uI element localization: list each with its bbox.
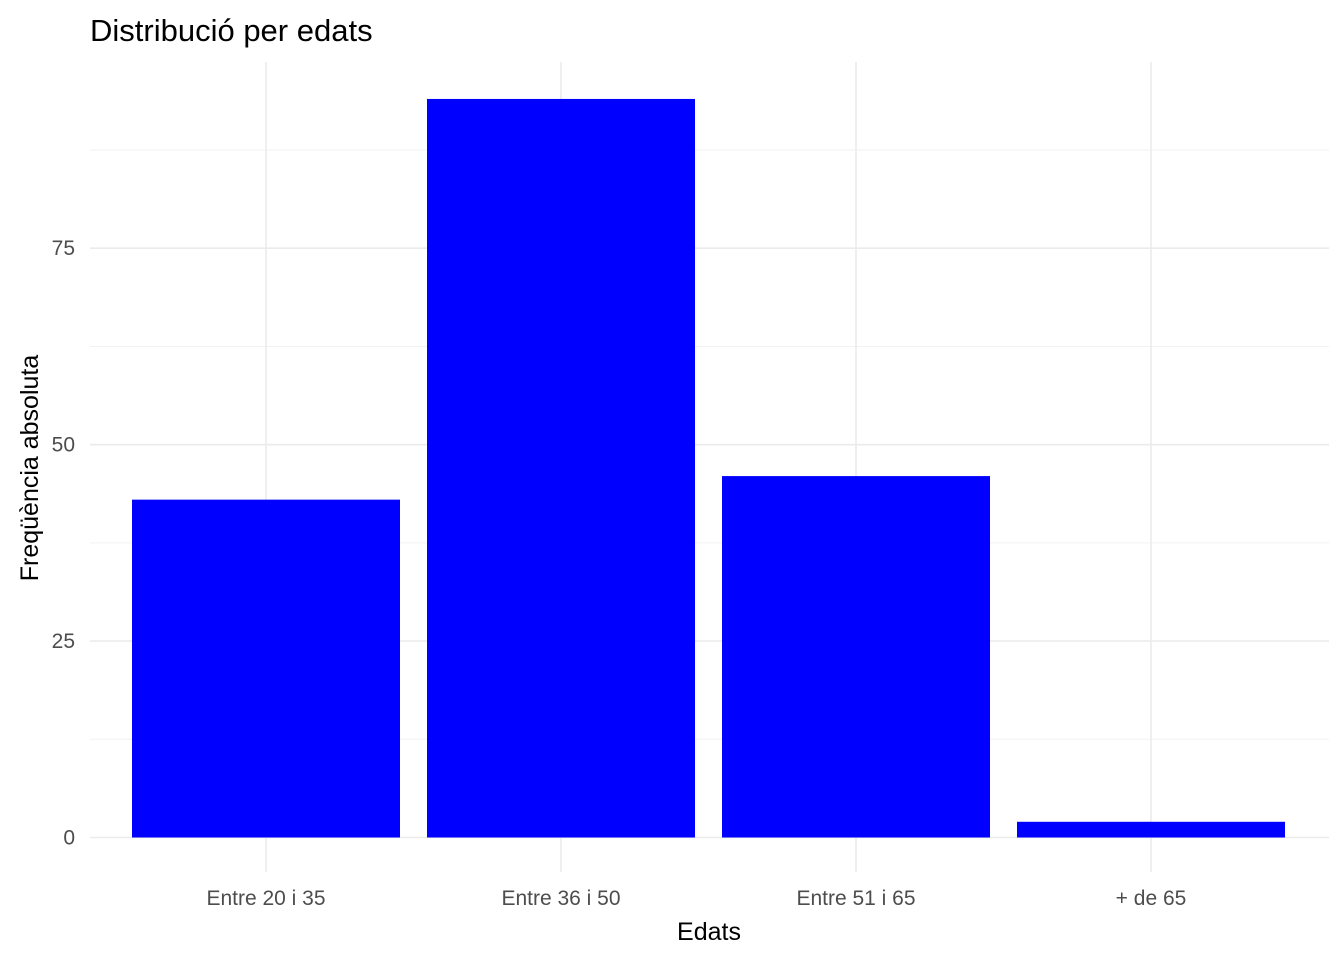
x-tick-label: Entre 20 i 35 <box>206 887 325 910</box>
bar <box>427 98 695 838</box>
y-tick-label: 25 <box>52 630 75 653</box>
x-tick-label: Entre 51 i 65 <box>796 887 915 910</box>
bar <box>132 499 400 838</box>
x-tick-label: Entre 36 i 50 <box>501 887 620 910</box>
y-tick-label: 75 <box>52 237 75 260</box>
x-axis-title: Edats <box>677 918 741 946</box>
chart-title: Distribució per edats <box>90 13 373 48</box>
bars <box>132 98 1285 838</box>
bar <box>1017 821 1285 838</box>
bar <box>722 476 990 838</box>
x-tick-label: + de 65 <box>1116 887 1187 910</box>
y-tick-label: 0 <box>63 827 75 850</box>
x-axis-ticks: Entre 20 i 35 Entre 36 i 50 Entre 51 i 65 +… <box>206 887 1186 910</box>
y-tick-label: 50 <box>52 434 75 457</box>
y-axis-title: Freqüència absoluta <box>16 355 44 582</box>
y-axis-ticks: 0 25 50 75 <box>52 237 75 849</box>
